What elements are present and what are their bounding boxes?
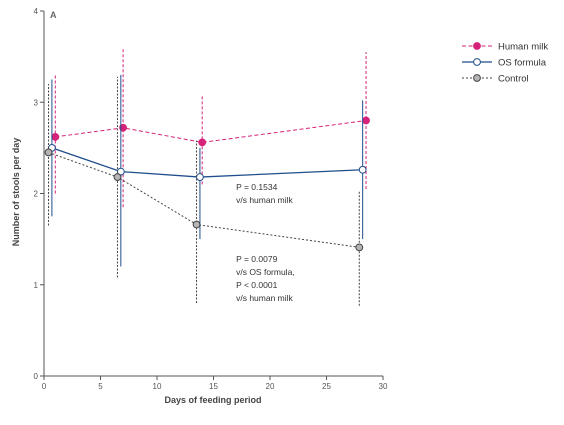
data-point <box>198 138 207 147</box>
x-axis-title: Days of feeding period <box>164 395 261 405</box>
series-control <box>44 76 364 306</box>
y-tick-label: 4 <box>34 7 39 16</box>
y-tick-label: 3 <box>34 98 39 107</box>
legend-entry: OS formula <box>462 58 547 69</box>
x-tick-label: 30 <box>379 382 388 391</box>
data-point <box>119 123 127 132</box>
x-tick-label: 10 <box>153 382 162 391</box>
x-tick-label: 5 <box>98 382 103 391</box>
x-tick-label: 0 <box>42 382 47 391</box>
series-human-milk <box>51 47 370 208</box>
annotation-line: v/s human milk <box>236 195 293 205</box>
y-axis-title: Number of stools per day <box>11 138 21 247</box>
legend-entry: Control <box>462 74 529 85</box>
data-point <box>51 133 60 141</box>
annotation-line: P = 0.0079 <box>236 254 277 264</box>
y-tick-label: 1 <box>34 281 39 290</box>
series-line <box>51 147 363 178</box>
x-tick-label: 20 <box>266 382 275 391</box>
data-point <box>196 173 204 181</box>
series-line <box>55 120 367 143</box>
legend: Human milk OS formula Control <box>462 42 548 85</box>
legend-marker <box>473 74 481 82</box>
annotation-line: v/s human milk <box>236 293 293 303</box>
series-os-formula <box>48 74 367 267</box>
legend-label: Human milk <box>498 42 548 53</box>
y-tick-label: 0 <box>34 372 39 381</box>
annotation-1: P = 0.1534 v/s human milk <box>236 182 293 205</box>
legend-marker <box>473 58 481 66</box>
annotation-2: P = 0.0079 v/s OS formula, P < 0.0001 v/s h… <box>236 254 295 303</box>
legend-entry: Human milk <box>462 42 548 53</box>
x-tick-label: 25 <box>322 382 331 391</box>
data-point <box>113 173 122 181</box>
axes: 0 1 2 3 4 0 5 10 15 20 25 30 <box>34 7 388 391</box>
y-tick-label: 2 <box>34 190 39 199</box>
data-point <box>355 243 364 252</box>
x-tick-label: 15 <box>209 382 218 391</box>
legend-marker <box>473 42 481 50</box>
annotations: P = 0.1534 v/s human milk P = 0.0079 v/s OS… <box>236 182 295 303</box>
legend-label: Control <box>498 74 529 85</box>
legend-label: OS formula <box>498 58 547 69</box>
annotation-line: P = 0.1534 <box>236 182 277 192</box>
panel-label: A <box>50 10 57 20</box>
data-point <box>192 220 201 229</box>
data-point <box>358 165 367 174</box>
data-point <box>44 148 53 157</box>
annotation-line: v/s OS formula, <box>236 267 295 277</box>
data-point <box>362 116 370 125</box>
series-line <box>48 151 360 248</box>
plot-area <box>44 47 370 306</box>
annotation-line: P < 0.0001 <box>236 280 277 290</box>
